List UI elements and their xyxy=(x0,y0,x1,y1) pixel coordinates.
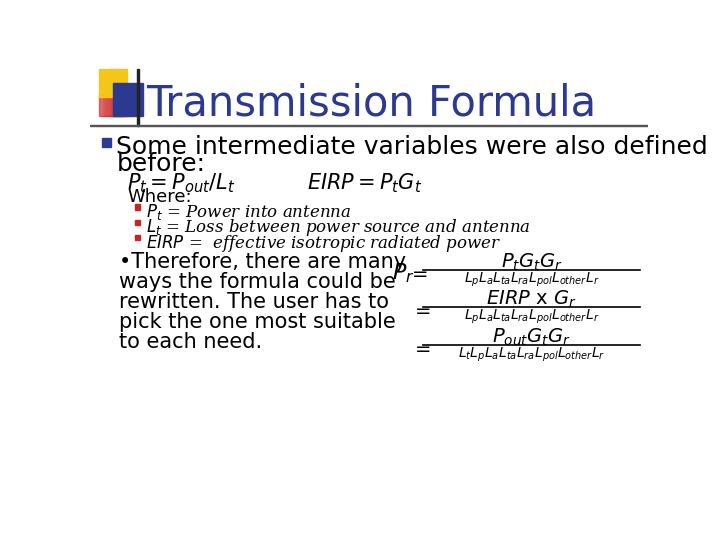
Bar xyxy=(99,94,122,116)
Text: $L_p L_a L_{ta} L_{ra} L_{pol} L_{other} L_r$: $L_p L_a L_{ta} L_{ra} L_{pol} L_{other}… xyxy=(464,271,600,289)
Bar xyxy=(114,94,132,116)
Bar xyxy=(109,94,129,116)
Text: $EIRP$ =  effective isotropic radiated power: $EIRP$ = effective isotropic radiated po… xyxy=(145,233,501,254)
Text: rewritten. The user has to: rewritten. The user has to xyxy=(120,292,390,312)
Bar xyxy=(122,94,138,116)
Text: $P_{out} G_t G_r$: $P_{out} G_t G_r$ xyxy=(492,327,571,348)
Bar xyxy=(90,125,648,126)
Text: $P_r$: $P_r$ xyxy=(392,261,415,285)
Text: $P_t G_t G_r$: $P_t G_t G_r$ xyxy=(500,252,563,273)
Text: $P_t$ = Power into antenna: $P_t$ = Power into antenna xyxy=(145,202,351,222)
Text: $P_t =P_{out}/L_t$: $P_t =P_{out}/L_t$ xyxy=(127,171,235,194)
Bar xyxy=(112,94,131,116)
Text: before:: before: xyxy=(117,152,205,176)
Bar xyxy=(104,94,126,116)
Bar xyxy=(111,94,130,116)
Bar xyxy=(99,70,127,97)
Bar xyxy=(113,94,132,116)
Text: $L_p L_a L_{ta} L_{ra} L_{pol} L_{other} L_r$: $L_p L_a L_{ta} L_{ra} L_{pol} L_{other}… xyxy=(464,307,600,326)
Bar xyxy=(135,220,140,225)
Text: •Therefore, there are many: •Therefore, there are many xyxy=(120,252,407,272)
Bar xyxy=(118,94,135,116)
Text: ways the formula could be: ways the formula could be xyxy=(120,272,396,292)
Text: Some intermediate variables were also defined: Some intermediate variables were also de… xyxy=(117,135,708,159)
Bar xyxy=(107,94,128,116)
Text: $=$: $=$ xyxy=(411,301,431,319)
Bar xyxy=(103,94,125,116)
Bar xyxy=(119,94,136,116)
Bar xyxy=(120,94,137,116)
Bar xyxy=(117,94,134,116)
Text: $=$: $=$ xyxy=(411,339,431,357)
Bar xyxy=(99,94,122,116)
Bar xyxy=(135,235,140,240)
Bar xyxy=(135,204,140,210)
Text: $EIRP\ \mathrm{x}\ G_r$: $EIRP\ \mathrm{x}\ G_r$ xyxy=(486,289,577,310)
Text: Transmission Formula: Transmission Formula xyxy=(145,82,596,124)
Text: $L_t$ = Loss between power source and antenna: $L_t$ = Loss between power source and an… xyxy=(145,217,531,238)
Bar xyxy=(109,94,130,116)
Text: $L_t L_p L_a L_{ta} L_{ra} L_{pol} L_{other} L_r$: $L_t L_p L_a L_{ta} L_{ra} L_{pol} L_{ot… xyxy=(458,346,606,364)
Bar xyxy=(105,94,127,116)
Bar xyxy=(107,94,127,116)
Text: to each need.: to each need. xyxy=(120,332,263,352)
Text: $=$: $=$ xyxy=(408,264,428,282)
Bar xyxy=(101,94,123,116)
Text: pick the one most suitable: pick the one most suitable xyxy=(120,312,396,332)
Bar xyxy=(116,94,133,116)
Bar xyxy=(102,138,111,147)
Bar xyxy=(102,94,124,116)
Bar xyxy=(113,83,143,116)
Text: Where:: Where: xyxy=(127,188,192,206)
Bar xyxy=(137,69,139,126)
Text: $EIRP = P_t G_t$: $EIRP = P_t G_t$ xyxy=(307,171,423,194)
